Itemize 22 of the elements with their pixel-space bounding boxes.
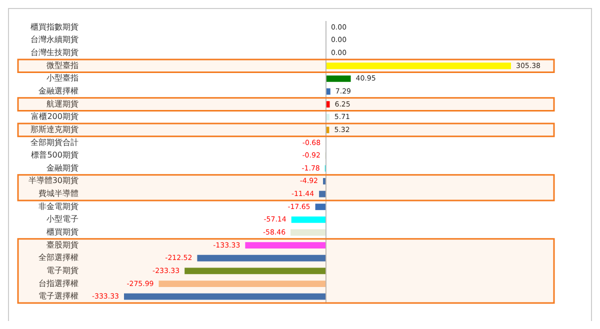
y-tick-label: 櫃買指數期貨 — [30, 22, 78, 32]
y-tick-label: 金融期貨 — [46, 163, 78, 172]
y-tick-label: 微型臺指 — [46, 60, 78, 70]
y-tick-label: 航運期貨 — [46, 99, 78, 108]
y-tick-label: 全部期貨合計 — [30, 138, 78, 147]
y-tick-label: 金融選擇權 — [38, 86, 78, 96]
y-tick-label: 非金電期貨 — [38, 202, 78, 211]
y-tick-label: 全部選擇權 — [38, 253, 78, 262]
y-tick-label: 富櫃200期貨 — [31, 112, 78, 122]
y-tick-label: 費城半導體 — [38, 189, 78, 198]
y-tick-label: 小型臺指 — [46, 74, 78, 83]
y-tick-label: 小型電子 — [46, 214, 78, 224]
y-tick-label: 臺股期貨 — [46, 240, 78, 250]
y-tick-label: 標普500期貨 — [31, 150, 78, 160]
y-tick-label: 那斯達克期貨 — [30, 124, 78, 134]
y-tick-label: 電子選擇權 — [38, 292, 78, 301]
y-tick-label: 台灣永續期貨 — [30, 35, 78, 44]
y-tick-label: 櫃買期貨 — [46, 228, 78, 236]
y-tick-label: 半導體30期貨 — [28, 176, 78, 186]
y-tick-label: 台灣生技期貨 — [30, 48, 78, 58]
y-tick-label: 電子期貨 — [46, 266, 78, 275]
y-tick-label: 台指選擇權 — [38, 278, 78, 288]
